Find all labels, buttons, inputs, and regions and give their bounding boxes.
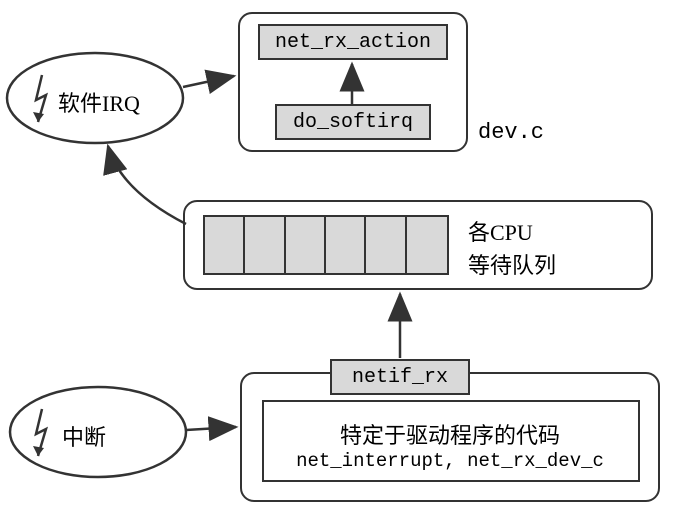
cpu-label1: 各CPU <box>468 215 533 247</box>
arrow-queue-to-softirq <box>108 146 186 224</box>
driver-line2: net_interrupt, net_rx_dev_c <box>0 450 700 472</box>
netif-rx-box: netif_rx <box>330 359 470 395</box>
cpu-queue <box>203 215 449 275</box>
arrow-softirq-to-group <box>183 76 234 87</box>
do-softirq-box: do_softirq <box>275 104 431 140</box>
net-rx-action-box: net_rx_action <box>258 24 448 60</box>
softirq-label: 软件IRQ <box>58 86 140 118</box>
devc-label: dev.c <box>478 120 544 145</box>
cpu-label2: 等待队列 <box>468 248 556 280</box>
driver-line1: 特定于驱动程序的代码 <box>0 418 700 450</box>
